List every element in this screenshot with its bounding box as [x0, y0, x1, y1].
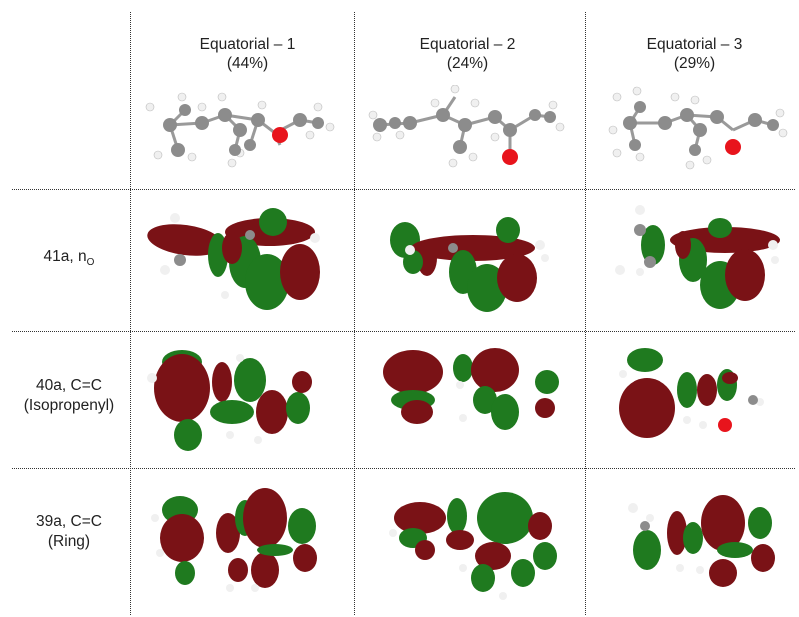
column-title: Equatorial – 1	[199, 36, 296, 53]
orbital-39a-eq1	[140, 478, 345, 608]
molecular-orbital-isosurface	[151, 488, 317, 592]
molecular-orbital-isosurface	[147, 350, 312, 451]
oxygen-atom	[272, 127, 288, 143]
molecule-structure-eq2	[365, 85, 570, 180]
orbital-41a-eq3	[595, 200, 790, 325]
orbital-41a-eq1	[140, 200, 345, 325]
row-label-line2: (Isopropenyl)	[23, 397, 115, 414]
molecular-orbital-isosurface	[615, 205, 780, 309]
ball-and-stick-model	[145, 92, 335, 168]
molecular-orbital-isosurface	[383, 348, 559, 430]
row-label-40a: 40a, C=C (Isopropenyl)	[10, 376, 128, 416]
ball-and-stick-model	[368, 85, 565, 168]
molecule-structure-eq1	[140, 85, 345, 180]
molecular-orbital-isosurface	[389, 492, 557, 600]
column-title: Equatorial – 3	[646, 36, 743, 53]
column-divider	[585, 12, 586, 615]
orbital-40a-eq2	[365, 340, 570, 462]
column-header-equatorial-1: Equatorial – 1 (44%)	[150, 35, 345, 73]
column-header-equatorial-2: Equatorial – 2 (24%)	[370, 35, 565, 73]
row-label-line2: (Ring)	[47, 533, 91, 550]
row-label-text: 39a, C=C	[36, 513, 102, 530]
molecule-structure-eq3	[595, 85, 790, 180]
orbital-40a-eq3	[595, 340, 790, 462]
molecular-orbital-isosurface	[619, 348, 764, 438]
ball-and-stick-model	[608, 86, 788, 170]
row-divider	[12, 468, 795, 469]
row-label-41a: 41a, nO	[10, 247, 128, 273]
oxygen-atom	[502, 149, 518, 165]
orbital-41a-eq2	[365, 200, 570, 325]
molecular-orbital-isosurface	[390, 217, 549, 312]
molecular-orbital-isosurface	[628, 495, 775, 587]
row-divider	[12, 189, 795, 190]
column-title: Equatorial – 2	[419, 36, 516, 53]
column-population: (29%)	[673, 55, 716, 72]
column-divider	[130, 12, 131, 615]
row-divider	[12, 331, 795, 332]
orbital-39a-eq2	[365, 478, 570, 608]
row-label-subscript: O	[86, 257, 95, 269]
oxygen-atom	[725, 139, 741, 155]
column-population: (24%)	[446, 55, 489, 72]
orbital-39a-eq3	[595, 478, 790, 608]
molecular-orbital-isosurface	[147, 208, 320, 310]
column-population: (44%)	[226, 55, 269, 72]
row-label-text: 40a, C=C	[36, 377, 102, 394]
orbital-40a-eq1	[140, 340, 345, 462]
column-header-equatorial-3: Equatorial – 3 (29%)	[597, 35, 792, 73]
row-label-39a: 39a, C=C (Ring)	[10, 512, 128, 552]
row-label-text: 41a, n	[43, 248, 87, 265]
column-divider	[354, 12, 355, 615]
